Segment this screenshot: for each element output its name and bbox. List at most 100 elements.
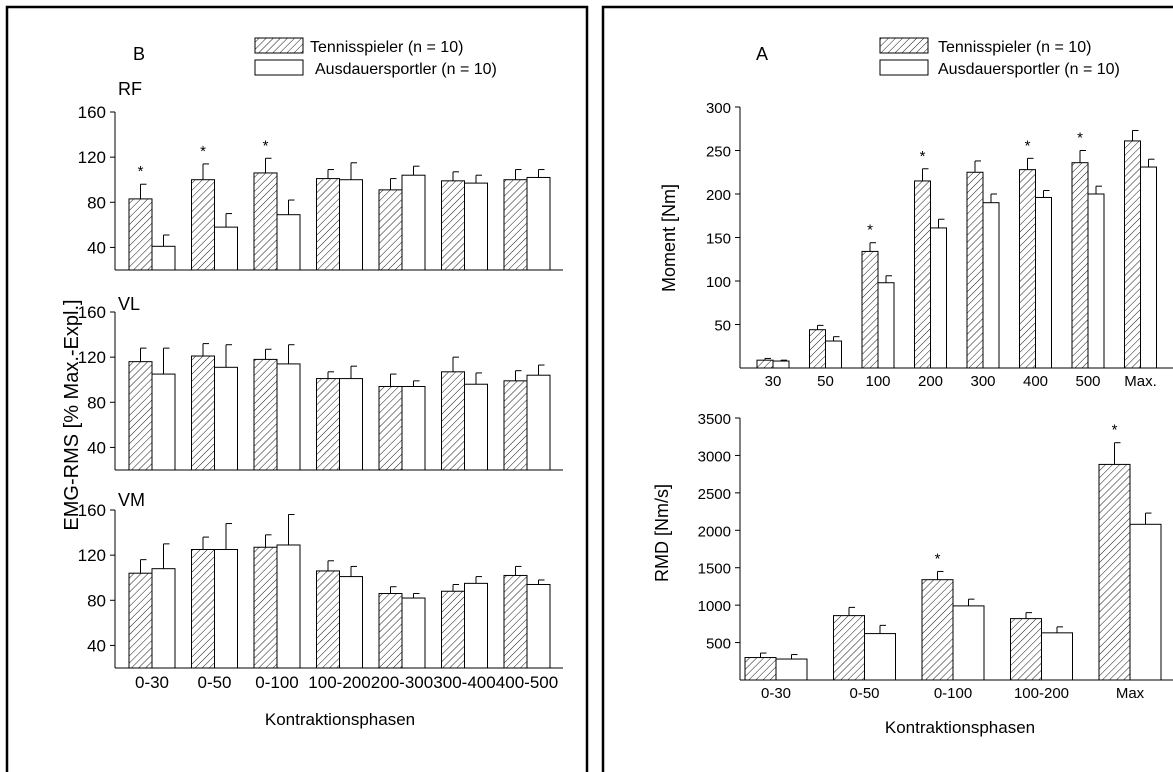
rmd-bar-endurance (775, 658, 808, 681)
emg-vm-bar-tennis (253, 546, 278, 669)
emg-rf-y-tick-label: 40 (87, 238, 106, 257)
emg-vm-category-label: 100-200 (308, 673, 370, 692)
rmd-y-tick-label: 3500 (698, 411, 731, 428)
emg-rf-y-tick-label: 120 (78, 148, 106, 167)
moment-significance-star: * (867, 222, 873, 239)
emg-rf-bar-endurance (276, 214, 301, 271)
emg-vm-category-label: 0-50 (197, 673, 231, 692)
moment-bar-tennis (1124, 140, 1141, 369)
legend-b-tennis-label: Tennisspieler (n = 10) (310, 39, 463, 56)
moment-bar-tennis (1019, 169, 1036, 369)
legend-a-endurance-label: Ausdauersportler (n = 10) (938, 61, 1120, 78)
emg-vm-bar-endurance (464, 582, 488, 669)
emg-vl-bar-tennis (128, 361, 153, 471)
emg-vl-bar-endurance (151, 373, 176, 471)
moment-y-tick-label: 250 (706, 144, 731, 161)
emg-vm-bar-endurance (276, 544, 301, 669)
emg-vm-bar-tennis (128, 572, 153, 669)
rmd-x-axis-label: Kontraktionsphasen (885, 718, 1035, 737)
moment-y-tick-label: 100 (706, 274, 731, 291)
moment-y-tick-label: 50 (714, 318, 731, 335)
emg-vm-y-tick-label: 120 (78, 546, 106, 565)
legend-b-endurance-swatch (254, 59, 304, 76)
moment-bar-endurance (877, 282, 895, 369)
emg-vl-y-tick-label: 80 (87, 393, 106, 412)
emg-vl-bar-tennis (503, 380, 528, 471)
moment-bar-tennis (809, 329, 826, 369)
moment-significance-star: * (1077, 130, 1083, 147)
emg-rf-bar-tennis (253, 172, 278, 271)
emg-vm-bar-tennis (191, 549, 215, 669)
emg-rf-bar-endurance (214, 226, 238, 271)
rmd-category-label: 0-50 (849, 685, 879, 702)
emg-vm-category-label: 0-30 (135, 673, 169, 692)
emg-vl-y-tick-label: 120 (78, 348, 106, 367)
legend-b-endurance-label: Ausdauersportler (n = 10) (315, 61, 497, 78)
moment-bar-endurance (825, 340, 842, 369)
emg-vm-category-label: 0-100 (255, 673, 298, 692)
emg-vl-bar-tennis (253, 358, 278, 471)
emg-vl-y-tick-label: 160 (78, 303, 106, 322)
moment-bar-endurance (930, 227, 947, 369)
legend-a-endurance-swatch (879, 59, 929, 76)
rmd-category-label: Max (1116, 685, 1145, 702)
legend-b-tennis-swatch (254, 37, 304, 54)
emg-vm-y-tick-label: 40 (87, 636, 106, 655)
emg-vm-bar-endurance (151, 568, 176, 669)
moment-y-tick-label: 150 (706, 231, 731, 248)
emg-rf-bar-tennis (503, 179, 528, 271)
panel-a-letter: A (756, 44, 768, 64)
emg-rf-bar-tennis (441, 180, 465, 271)
emg-vl-bar-endurance (526, 374, 551, 471)
moment-bar-tennis (914, 180, 931, 369)
emg-vm-bar-tennis (316, 570, 340, 669)
emg-rf-bar-endurance (151, 245, 176, 271)
moment-bar-endurance (772, 360, 790, 369)
moment-category-label: 30 (765, 373, 782, 390)
panel-b-frame (5, 5, 589, 772)
legend-a-tennis-swatch (879, 37, 929, 54)
rmd-category-label: 100-200 (1014, 685, 1069, 702)
emg-rf-bar-endurance (464, 182, 488, 271)
rmd-y-axis-label: RMD [Nm/s] (652, 484, 672, 582)
emg-vl-bar-tennis (378, 385, 403, 471)
rmd-y-tick-label: 500 (706, 636, 731, 653)
emg-vl-bar-tennis (441, 371, 465, 471)
moment-category-label: 200 (918, 373, 943, 390)
subplot-label-rf: RF (118, 79, 142, 99)
rmd-bar-endurance (1129, 523, 1162, 681)
moment-significance-star: * (1025, 137, 1031, 154)
rmd-category-label: 0-30 (761, 685, 791, 702)
emg-vm-bar-tennis (441, 590, 465, 669)
rmd-bar-tennis (921, 579, 954, 681)
emg-vl-bar-tennis (316, 378, 340, 471)
emg-rf-y-tick-label: 160 (78, 103, 106, 122)
panel-a-frame (601, 5, 1173, 772)
subplot-label-vm: VM (118, 490, 145, 510)
rmd-significance-star: * (935, 550, 941, 567)
rmd-significance-star: * (1112, 422, 1118, 439)
emg-vm-bar-endurance (339, 576, 363, 669)
rmd-y-tick-label: 1000 (698, 598, 731, 615)
moment-bar-tennis (756, 359, 774, 369)
panel-b-y-axis-label: EMG-RMS [% Max.-Expl.] (61, 299, 83, 530)
moment-category-label: Max. (1124, 373, 1157, 390)
emg-vl-bar-endurance (401, 385, 426, 471)
moment-bar-endurance (1140, 166, 1157, 369)
rmd-bar-tennis (744, 657, 777, 681)
moment-bar-tennis (1071, 162, 1089, 369)
emg-rf-bar-tennis (128, 198, 153, 271)
emg-rf-bar-tennis (378, 189, 403, 271)
emg-rf-bar-endurance (401, 174, 426, 271)
emg-vm-y-tick-label: 80 (87, 591, 106, 610)
moment-category-label: 50 (817, 373, 834, 390)
emg-vm-category-label: 300-400 (433, 673, 495, 692)
moment-y-axis-label: Moment [Nm] (659, 184, 679, 292)
emg-rf-bar-endurance (339, 179, 363, 271)
emg-vm-category-label: 400-500 (496, 673, 558, 692)
rmd-bar-endurance (952, 605, 985, 681)
emg-vl-y-tick-label: 40 (87, 438, 106, 457)
rmd-bar-endurance (1041, 632, 1073, 681)
plot-layer: RF 40 80 120 160 * * * VL 40 80 120 160 VM 40 80 120 160 0… (78, 79, 1173, 702)
